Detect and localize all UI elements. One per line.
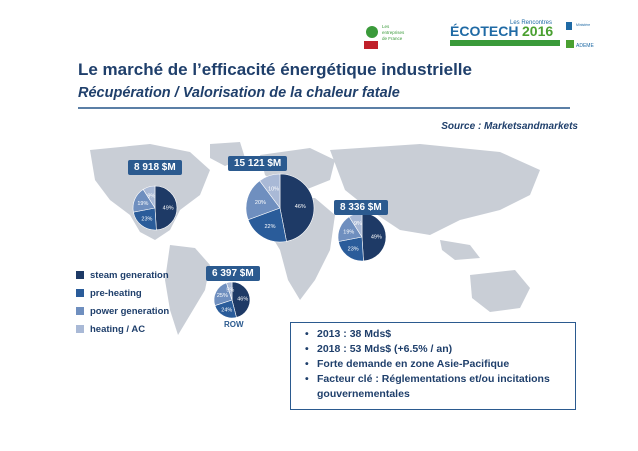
legend-item: power generation	[76, 302, 169, 320]
legend-label: steam generation	[90, 269, 169, 281]
svg-text:2016: 2016	[522, 23, 553, 39]
legend-swatch	[76, 307, 84, 315]
legend-item: steam generation	[76, 266, 169, 284]
pie-pct-label: 20%	[255, 200, 266, 206]
pie-pct-label: 19%	[343, 229, 354, 235]
pie-slice-north-america	[154, 185, 178, 231]
ecotech-logo: ÉCOTECH 2016 Les Rencontres	[450, 20, 560, 46]
legend-label: heating / AC	[90, 323, 146, 335]
svg-text:de France: de France	[382, 36, 403, 41]
key-fact-item: Forte demande en zone Asie-Pacifique	[305, 357, 567, 372]
pie-pct-label: 23%	[141, 216, 152, 222]
pie-pct-label: 46%	[295, 204, 306, 210]
pie-slice-row	[231, 281, 251, 318]
pie-pct-label: 25%	[217, 293, 228, 299]
key-facts-box: 2013 : 38 Mds$ 2018 : 53 Mds$ (+6.5% / a…	[290, 322, 576, 410]
entreprises-logo: Les entreprises de France	[364, 24, 405, 49]
key-fact-item: 2018 : 53 Mds$ (+6.5% / an)	[305, 342, 567, 357]
legend: steam generation pre-heating power gener…	[76, 266, 169, 338]
page-title: Le marché de l’efficacité énergétique in…	[78, 60, 472, 79]
legend-swatch	[76, 289, 84, 297]
callout-asia-pacific: 8 336 $M	[334, 200, 388, 215]
pie-pct-label: 24%	[221, 307, 232, 313]
ademe-logo: Ministère ADEME	[566, 22, 594, 49]
svg-text:Ministère: Ministère	[576, 23, 590, 27]
legend-label: power generation	[90, 305, 170, 317]
title-divider	[78, 107, 570, 109]
pie-pct-label: 10%	[268, 187, 279, 193]
pie-slice-europe	[245, 180, 281, 221]
source-note: Source : Marketsandmarkets	[441, 121, 578, 132]
pie-slice-north-america	[133, 207, 157, 231]
legend-label: pre-heating	[90, 287, 142, 299]
pie-slice-asia-pacific	[338, 236, 364, 262]
pie-slice-europe	[259, 173, 281, 209]
callout-north-america: 8 918 $M	[128, 160, 182, 175]
row-caption: ROW	[224, 320, 244, 329]
legend-item: heating / AC	[76, 320, 169, 338]
svg-text:ADEME: ADEME	[576, 43, 594, 49]
svg-text:Les: Les	[382, 24, 390, 29]
pie-pct-label: 9%	[147, 193, 155, 199]
pie-slice-north-america	[142, 185, 156, 210]
pies-layer: 49%23%19%9%46%22%20%10%49%23%19%9%46%24%…	[132, 173, 387, 319]
legend-item: pre-heating	[76, 284, 169, 302]
pie-pct-label: 22%	[264, 224, 275, 230]
svg-text:entreprises: entreprises	[382, 30, 405, 35]
key-facts-list: 2013 : 38 Mds$ 2018 : 53 Mds$ (+6.5% / a…	[305, 327, 567, 402]
svg-text:ÉCOTECH: ÉCOTECH	[450, 23, 518, 39]
pie-pct-label: 9%	[354, 221, 362, 227]
key-fact-item: Facteur clé : Réglementations et/ou inci…	[305, 372, 567, 402]
callout-europe: 15 121 $M	[228, 156, 288, 171]
pie-pct-label: 23%	[348, 246, 359, 252]
callout-row: 6 397 $M	[206, 266, 260, 281]
pie-pct-label: 46%	[237, 297, 248, 303]
svg-text:Les Rencontres: Les Rencontres	[510, 20, 552, 26]
pie-pct-label: 5%	[226, 287, 234, 293]
pie-pct-label: 49%	[163, 206, 174, 212]
pie-slice-europe	[279, 173, 315, 242]
pie-slice-row	[226, 281, 233, 301]
legend-swatch	[76, 325, 84, 333]
key-fact-item: 2013 : 38 Mds$	[305, 327, 567, 342]
pie-pct-label: 49%	[371, 235, 382, 241]
legend-swatch	[76, 271, 84, 279]
page-subtitle: Récupération / Valorisation de la chaleu…	[78, 85, 400, 101]
pie-pct-label: 19%	[137, 201, 148, 207]
header-logos: Les entreprises de France ÉCOTECH 2016 L…	[360, 14, 600, 60]
